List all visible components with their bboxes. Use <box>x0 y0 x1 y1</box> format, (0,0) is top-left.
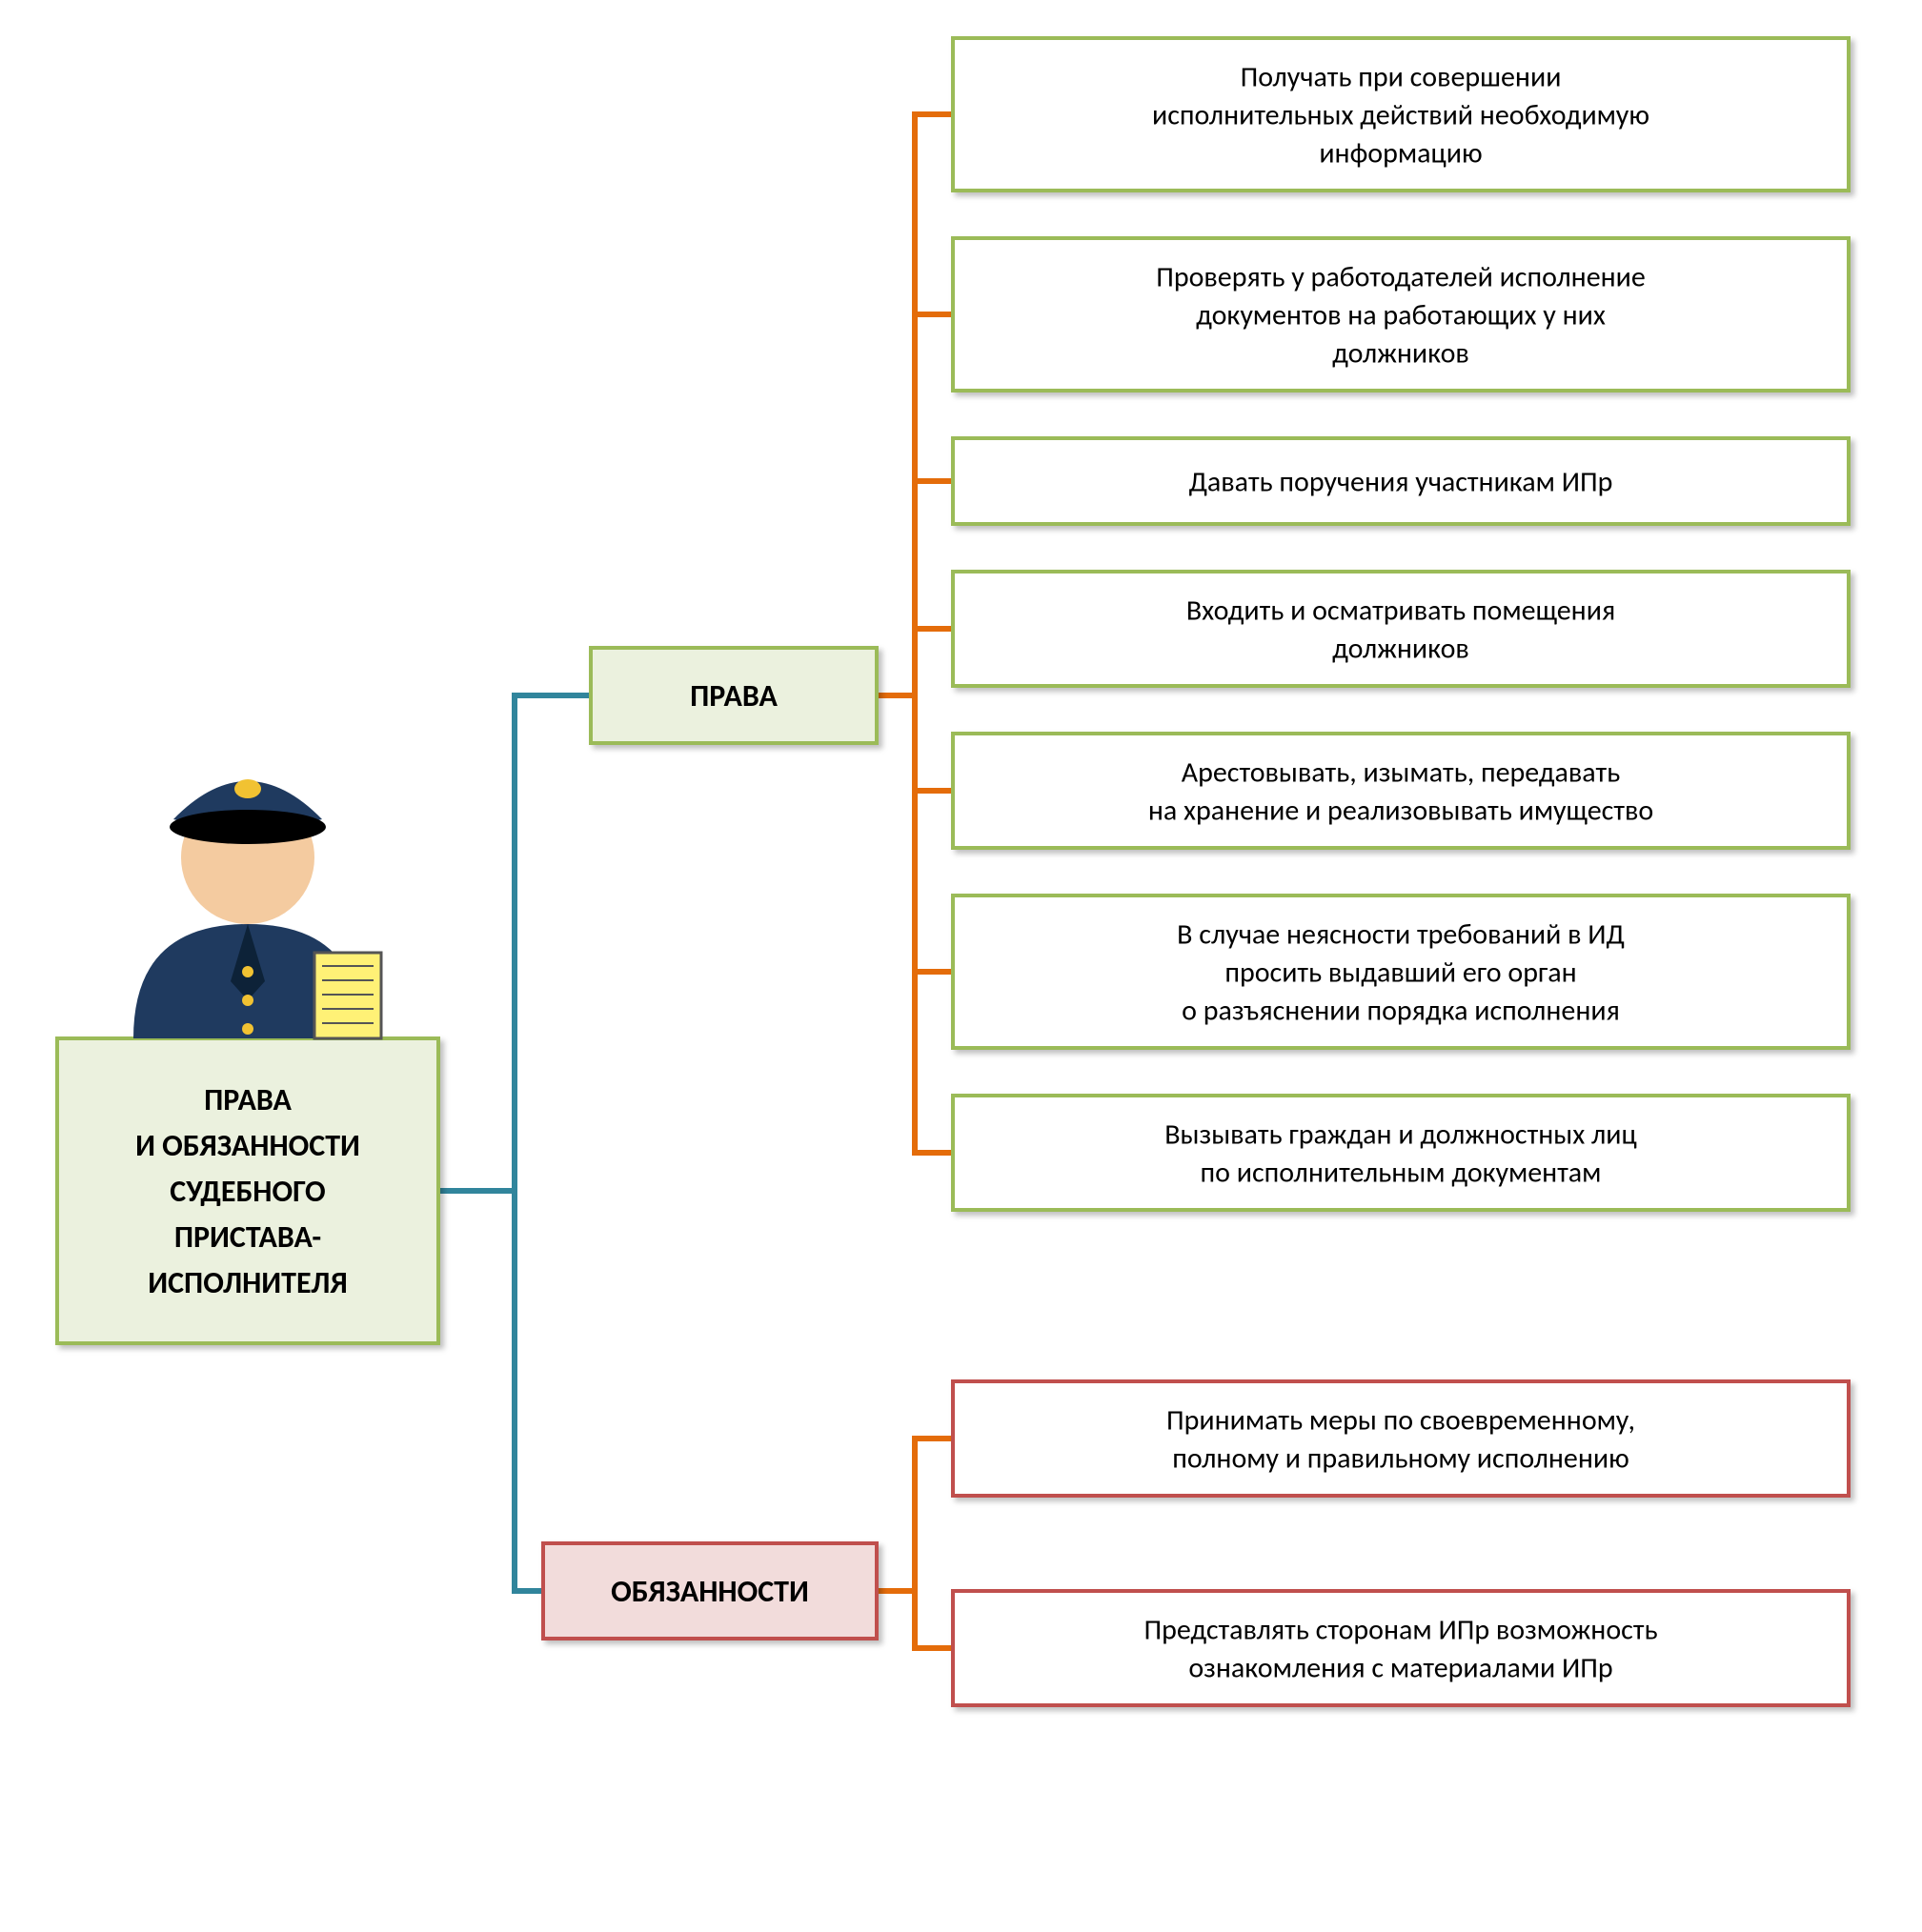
officer-icon <box>133 779 381 1038</box>
item-box-rights-3 <box>953 572 1849 686</box>
item-label-rights-5: В случае неясности требований в ИДпросит… <box>1177 917 1625 1029</box>
connectors-layer <box>438 114 953 1648</box>
item-box-rights-6 <box>953 1096 1849 1210</box>
connector-root-to-rights <box>438 695 591 1191</box>
connector-duties-to-item-0 <box>877 1439 953 1591</box>
connector-duties-to-item-1 <box>877 1591 953 1648</box>
connector-root-to-duties <box>438 1191 543 1591</box>
item-box-rights-4 <box>953 734 1849 848</box>
boxes-layer: ПРАВАИ ОБЯЗАННОСТИСУДЕБНОГОПРИСТАВА-ИСПО… <box>57 38 1849 1705</box>
item-box-duties-0 <box>953 1381 1849 1496</box>
connector-rights-to-item-3 <box>877 629 953 695</box>
connector-rights-to-item-6 <box>877 695 953 1153</box>
item-box-duties-1 <box>953 1591 1849 1705</box>
category-label-rights: ПРАВА <box>690 677 778 714</box>
item-label-rights-2: Давать поручения участникам ИПр <box>1189 465 1613 500</box>
category-label-duties: ОБЯЗАННОСТИ <box>611 1573 809 1610</box>
